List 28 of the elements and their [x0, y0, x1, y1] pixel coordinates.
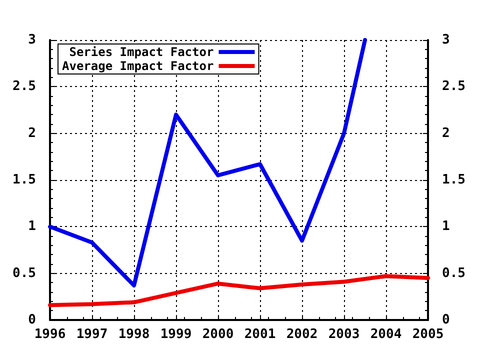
y2-tick-label: 0 — [442, 312, 450, 328]
y2-tick-label: 1.5 — [442, 172, 466, 188]
x-tick-label: 1996 — [34, 327, 66, 342]
legend-label: Average Impact Factor — [62, 59, 214, 73]
y2-tick-label: 2 — [442, 126, 450, 141]
y-tick-label: 2.5 — [12, 79, 36, 94]
x-tick-label: 2001 — [244, 327, 276, 342]
y-tick-label: 1 — [28, 219, 36, 234]
x-tick-label: 2004 — [370, 327, 402, 342]
x-tick-label: 1998 — [118, 327, 150, 342]
x-tick-label: 2003 — [328, 327, 360, 342]
x-tick-label: 2000 — [202, 327, 234, 342]
y2-tick-label: 1 — [442, 219, 450, 234]
y-tick-label: 0.5 — [12, 266, 36, 281]
legend-label: Series Impact Factor — [69, 45, 214, 59]
y2-tick-label: 2.5 — [442, 79, 466, 94]
x-tick-label: 2002 — [286, 327, 318, 342]
y2-tick-label: 0.5 — [442, 266, 466, 281]
y-tick-label: 2 — [28, 126, 36, 141]
x-tick-label: 1999 — [160, 327, 192, 342]
x-tick-label: 2005 — [412, 327, 444, 342]
y-tick-label: 1.5 — [12, 172, 36, 188]
y-tick-label: 3 — [28, 32, 36, 48]
x-tick-label: 1997 — [76, 327, 108, 342]
line-series — [48, 38, 367, 288]
y-tick-label: 0 — [28, 312, 36, 328]
y2-tick-label: 3 — [442, 32, 450, 48]
line-series — [48, 274, 430, 308]
